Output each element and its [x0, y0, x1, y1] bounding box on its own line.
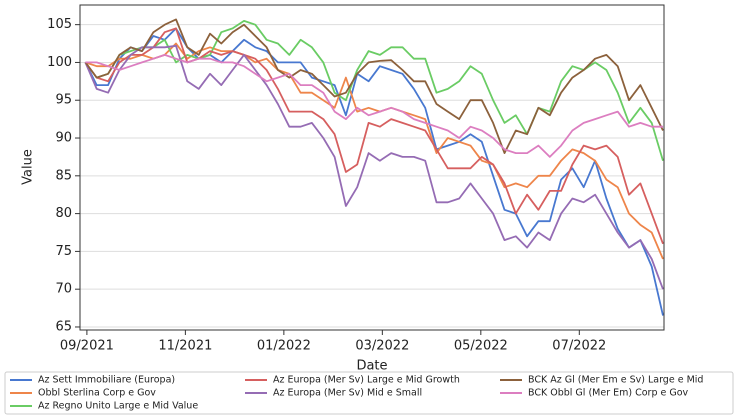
- x-axis-label: Date: [356, 359, 387, 374]
- legend-label: Az Europa (Mer Sv) Large e Mid Growth: [273, 375, 460, 386]
- legend-label: BCK Obbl Gl (Mer Em) Corp e Gov: [528, 388, 689, 399]
- x-tick-label: 11/2021: [158, 339, 212, 354]
- plot-frame: [79, 4, 665, 331]
- x-tick-label: 09/2021: [60, 339, 114, 354]
- legend-label: Az Sett Immobiliare (Europa): [38, 375, 175, 386]
- x-tick-label: 07/2022: [552, 339, 606, 354]
- line-series: [84, 27, 664, 316]
- line-series: [84, 20, 664, 161]
- y-tick-label: 80: [55, 206, 72, 221]
- line-series: [85, 54, 663, 158]
- y-tick-label: 95: [55, 93, 72, 108]
- legend: Az Sett Immobiliare (Europa) Obbl Sterlin…: [10, 375, 703, 412]
- x-tick-label: 05/2022: [454, 339, 508, 354]
- y-tick-label: 100: [47, 55, 72, 70]
- legend-box: [4, 371, 734, 415]
- y-tick-label: 105: [47, 17, 72, 32]
- legend-label: Az Regno Unito Large e Mid Value: [38, 401, 198, 412]
- line-series: [85, 42, 664, 260]
- y-tick-label: 90: [55, 131, 72, 146]
- legend-label: Obbl Sterlina Corp e Gov: [38, 388, 156, 399]
- y-tick-label: 70: [55, 282, 72, 297]
- line-series: [84, 27, 664, 245]
- legend-label: Az Europa (Mer Sv) Mid e Small: [273, 388, 422, 399]
- legend-label: BCK Az Gl (Mer Em e Sv) Large e Mid: [528, 375, 703, 386]
- line-series: [84, 18, 664, 154]
- y-tick-label: 75: [55, 244, 72, 259]
- y-axis-label: Value: [21, 149, 36, 185]
- y-tick-label: 85: [55, 168, 72, 183]
- x-tick-label: 01/2022: [257, 339, 311, 354]
- line-series: [84, 44, 664, 290]
- y-tick-label: 65: [55, 319, 72, 334]
- x-tick-label: 03/2022: [355, 339, 409, 354]
